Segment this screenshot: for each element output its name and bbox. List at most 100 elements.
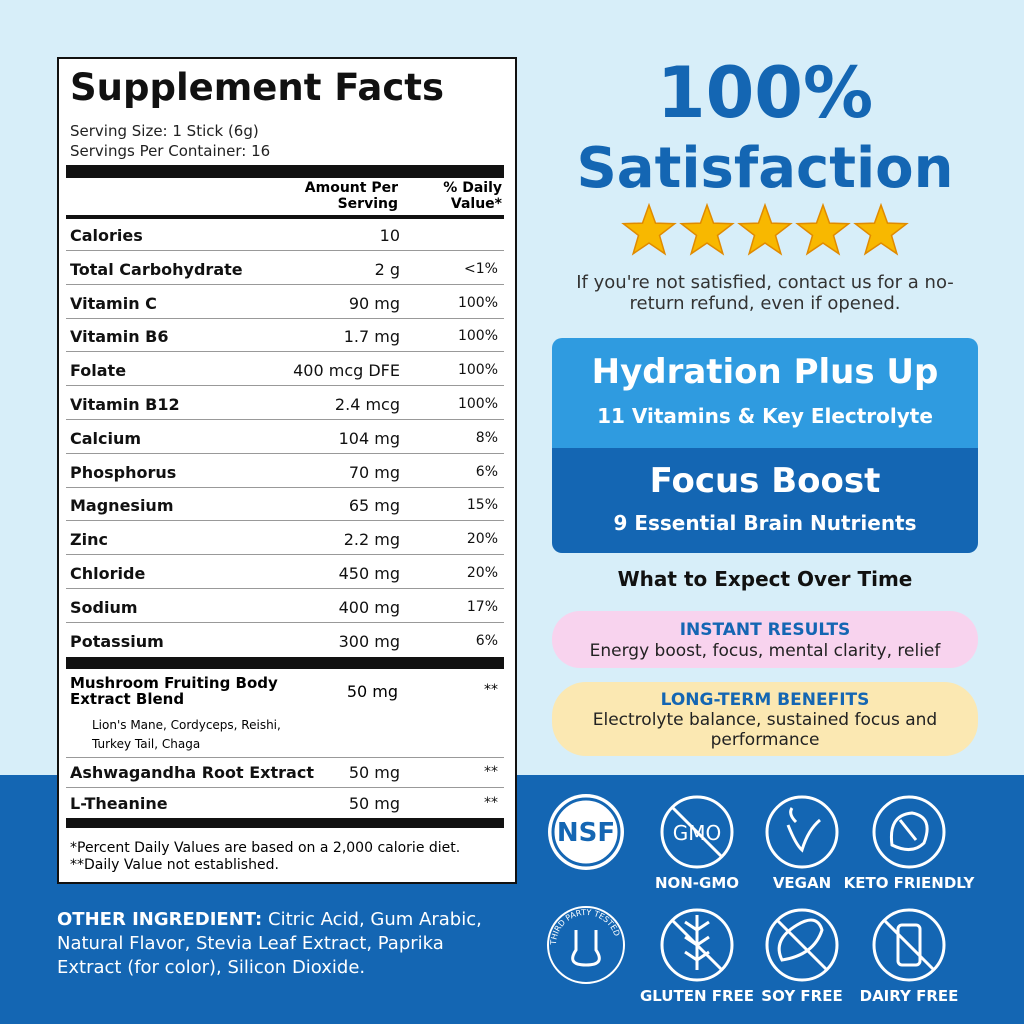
nutrient-name: Magnesium — [70, 496, 174, 516]
satisfaction-line1: 100% — [656, 52, 874, 134]
thick-rule — [66, 818, 504, 828]
facts-row: Calories 10 — [70, 226, 500, 246]
nutrient-dv: <1% — [464, 260, 498, 277]
nutrient-name: Ashwagandha Root Extract — [70, 763, 314, 782]
nsf-text: NSF — [557, 818, 615, 848]
nutrient-amount: 2 g — [374, 259, 400, 279]
instant-pill — [552, 611, 978, 668]
facts-row: Vitamin C 90 mg 100% — [70, 294, 500, 314]
satisfaction-line2: Satisfaction — [576, 136, 954, 201]
other-ingredient: OTHER INGREDIENT: Citric Acid, Gum Arabi… — [57, 908, 507, 980]
strike — [775, 918, 829, 972]
thick-rule — [66, 165, 504, 178]
row-rule — [66, 621, 504, 623]
nutrient-dv: 6% — [475, 463, 498, 480]
nutrient-dv: 20% — [466, 531, 498, 548]
nutrient-amount: 65 mg — [348, 496, 400, 516]
nutrient-dv: 15% — [466, 497, 498, 514]
other-ingredient-label: OTHER INGREDIENT: — [57, 909, 263, 930]
star — [795, 203, 851, 256]
blend-dv: ** — [484, 682, 498, 698]
footnote: **Daily Value not established. — [70, 857, 279, 873]
facts-row: Potassium 300 mg 6% — [70, 632, 500, 652]
facts-row: Vitamin B6 1.7 mg 100% — [70, 327, 500, 347]
expect-heading: What to Expect Over Time — [617, 567, 913, 591]
row-rule — [66, 250, 504, 251]
bottle-icon — [896, 923, 922, 967]
nutrient-amount: 400 mcg DFE — [293, 361, 400, 381]
star — [853, 203, 909, 256]
nutrient-amount: 400 mg — [338, 597, 400, 617]
nutrient-amount: 2.2 mg — [343, 530, 400, 550]
star — [621, 203, 677, 256]
nutrient-name: Folate — [70, 361, 127, 381]
nutrient-dv: 100% — [457, 362, 498, 379]
strike — [670, 805, 724, 859]
row-rule — [66, 351, 504, 353]
strike — [882, 918, 936, 972]
strike — [670, 918, 724, 972]
row-rule — [66, 757, 504, 758]
header-dv: % Daily Value* — [443, 180, 502, 212]
row-rule — [66, 419, 504, 420]
nsf-ring — [551, 797, 621, 867]
nutrient-name: Total Carbohydrate — [70, 259, 243, 279]
nutrient-name: Vitamin C — [70, 293, 157, 313]
nutrient-amount: 450 mg — [338, 564, 400, 583]
third-party-text: THIRD PARTY TESTED — [549, 908, 622, 946]
row-rule — [66, 554, 504, 556]
nutrient-amount: 2.4 mcg — [334, 395, 400, 414]
longterm-pill — [552, 682, 978, 756]
nutrient-amount: 10 — [379, 226, 400, 245]
nutrient-amount: 1.7 mg — [343, 327, 400, 347]
nutrient-amount: 90 mg — [348, 293, 400, 313]
nutrient-amount: 50 mg — [348, 763, 400, 782]
row-rule — [66, 486, 504, 488]
nutrient-dv: 100% — [457, 294, 498, 311]
row-rule — [66, 317, 504, 319]
facts-row: Sodium 400 mg 17% — [70, 598, 500, 618]
nutrient-name: Zinc — [70, 530, 108, 550]
gmo-icon-text: GMO — [673, 821, 722, 845]
badge-label: KETO FRIENDLY — [844, 874, 976, 892]
nutrient-name: Vitamin B6 — [70, 327, 169, 347]
nutrient-dv: 20% — [466, 565, 498, 581]
facts-row: Calcium 104 mg 8% — [70, 429, 500, 449]
servings-per-container: Servings Per Container: 16 — [70, 142, 271, 160]
nutrient-dv: ** — [484, 795, 498, 811]
star — [679, 203, 735, 256]
blend-contents: Lion's Mane, Cordyceps, Reishi, Turkey T… — [92, 718, 281, 751]
serving-size: Serving Size: 1 Stick (6g) — [70, 122, 259, 140]
nutrient-dv: 6% — [475, 632, 498, 649]
facts-row: Zinc 2.2 mg 20% — [70, 530, 500, 550]
nutrient-name: Vitamin B12 — [70, 395, 180, 414]
nsf-circle — [548, 794, 624, 870]
thick-rule — [66, 657, 504, 669]
nutrient-dv: 8% — [475, 429, 498, 446]
nutrient-amount: 300 mg — [338, 631, 400, 651]
focus-box — [552, 448, 978, 553]
badge-ring — [660, 908, 734, 982]
instant-text: Energy boost, focus, mental clarity, rel… — [589, 641, 941, 661]
focus-title: Focus Boost — [649, 461, 881, 501]
hydration-subtitle: 11 Vitamins & Key Electrolyte — [597, 404, 933, 428]
longterm-text: Electrolyte balance, sustained focus and… — [592, 710, 938, 750]
footnote: *Percent Daily Values are based on a 2,0… — [70, 840, 461, 856]
nsf-badge: NSF — [548, 794, 624, 870]
nutrient-dv: 100% — [457, 396, 498, 412]
third-party-path: THIRD PARTY TESTED — [549, 908, 622, 946]
row-rule — [66, 588, 504, 589]
hydration-title: Hydration Plus Up — [591, 352, 939, 392]
longterm-title: LONG-TERM BENEFITS — [660, 690, 870, 710]
nutrient-name: Calories — [70, 226, 143, 245]
badge-ring — [765, 795, 839, 869]
nutrient-name: Potassium — [70, 631, 164, 651]
flask-icon — [571, 930, 601, 967]
keto-icon — [889, 811, 929, 851]
row-rule — [66, 385, 504, 387]
facts-row: Phosphorus 70 mg 6% — [70, 463, 500, 483]
badge-label: GLUTEN FREE — [640, 987, 754, 1005]
blend-name: Mushroom Fruiting Body Extract Blend — [70, 674, 278, 708]
badge-ring — [872, 908, 946, 982]
